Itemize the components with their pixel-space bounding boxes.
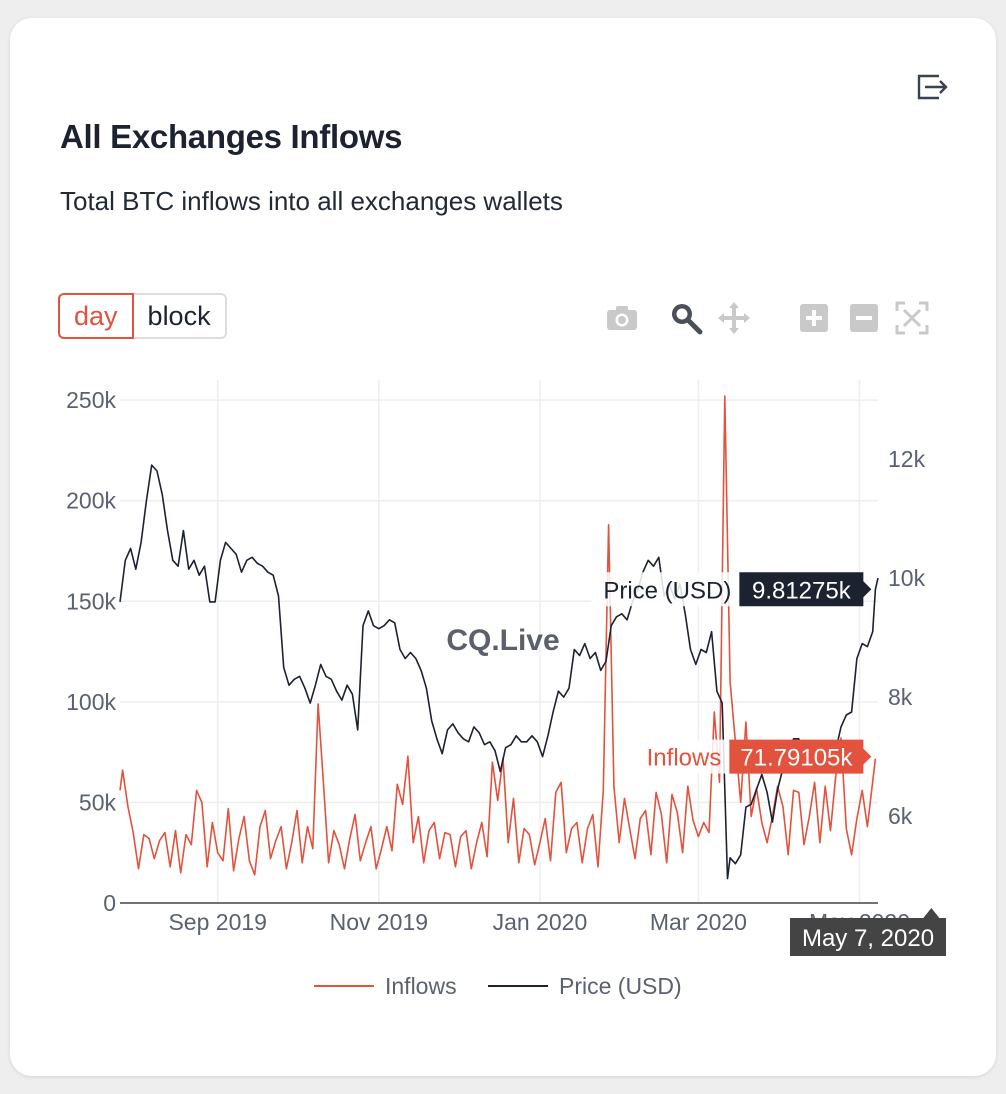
page-title: All Exchanges Inflows xyxy=(60,118,403,155)
chart-card: All Exchanges Inflows Total BTC inflows … xyxy=(10,18,996,1076)
y-left-tick-label: 200k xyxy=(66,488,116,514)
x-tick-label: Nov 2019 xyxy=(330,909,428,935)
granularity-toggle: day block xyxy=(58,293,227,339)
inflows-hover-label: Inflows xyxy=(647,745,722,772)
price-series-line xyxy=(119,464,879,880)
pan-icon xyxy=(718,302,750,334)
download-png-button[interactable] xyxy=(604,300,640,336)
inflows-series-line xyxy=(119,395,877,876)
watermark: CQ.Live xyxy=(446,624,559,657)
price-hover-value: 9.81275k xyxy=(752,577,852,604)
y-left-tick-label: 50k xyxy=(79,789,117,815)
inflows-hover-box xyxy=(729,739,872,774)
y-right-tick-label: 12k xyxy=(888,446,926,472)
zoom-button[interactable] xyxy=(668,300,704,336)
y-left-tick-label: 0 xyxy=(103,890,116,916)
zoom-out-button[interactable] xyxy=(846,300,882,336)
price-hover-label: Price (USD) xyxy=(603,577,731,604)
date-hover-label: May 7, 2020 xyxy=(802,925,934,952)
inflows-hover-value: 71.79105k xyxy=(740,745,853,772)
y-right-tick-label: 10k xyxy=(888,565,926,591)
chart-grid xyxy=(120,380,878,903)
inflows-hover-label-bg xyxy=(635,739,728,774)
camera-icon xyxy=(607,306,637,330)
y-left-tick-label: 250k xyxy=(66,387,116,413)
date-hover-box xyxy=(790,908,946,956)
page-subtitle: Total BTC inflows into all exchanges wal… xyxy=(60,186,563,216)
toggle-block-button[interactable]: block xyxy=(133,293,227,339)
export-button[interactable] xyxy=(913,68,949,104)
x-tick-label: Mar 2020 xyxy=(650,909,747,935)
toggle-day-button[interactable]: day xyxy=(58,293,134,339)
hover-labels: 9.81275k Price (USD) 71.79105k Inflows May 7… xyxy=(591,572,946,956)
legend-label-inflows: Inflows xyxy=(385,973,457,999)
zoom-in-icon xyxy=(800,304,828,332)
zoom-icon xyxy=(672,304,703,335)
export-icon xyxy=(917,74,948,100)
autoscale-button[interactable] xyxy=(894,300,930,336)
y-left-tick-label: 150k xyxy=(66,588,116,614)
zoom-in-button[interactable] xyxy=(796,300,832,336)
y-left-tick-label: 100k xyxy=(66,689,116,715)
zoom-out-icon xyxy=(850,304,878,332)
price-hover-label-bg xyxy=(591,572,738,607)
legend-label-price: Price (USD) xyxy=(559,973,682,999)
autoscale-icon xyxy=(895,301,929,335)
chart-legend: Inflows Price (USD) xyxy=(314,973,682,999)
pan-button[interactable] xyxy=(716,300,752,336)
price-hover-box xyxy=(739,572,872,607)
y-right-tick-label: 6k xyxy=(888,803,913,829)
y-right-tick-label: 8k xyxy=(888,684,913,710)
x-tick-label: Sep 2019 xyxy=(168,909,266,935)
chart-series xyxy=(119,395,879,880)
x-tick-label: Jan 2020 xyxy=(493,909,588,935)
